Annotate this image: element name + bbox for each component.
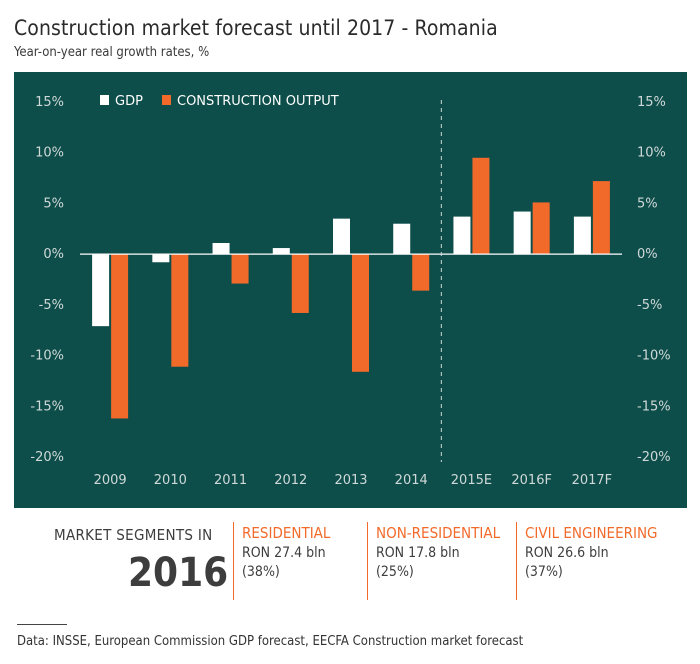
bar-construction-output (231, 254, 249, 284)
x-tick-label: 2016F (511, 473, 552, 488)
x-tick-label: 2009 (94, 473, 127, 488)
y-tick-label-right: 0% (637, 247, 658, 262)
y-tick-label-right: 15% (637, 95, 666, 110)
bar-construction-output (352, 254, 369, 372)
x-tick-label: 2015E (451, 473, 492, 488)
segment-value: RON 17.8 bln (376, 545, 460, 561)
y-tick-label-left: 5% (43, 196, 64, 211)
y-tick-label-right: -5% (637, 298, 662, 313)
bar-gdp (272, 248, 290, 255)
bar-gdp (453, 216, 471, 255)
bar-gdp (152, 254, 170, 263)
bar-gdp (212, 242, 230, 255)
chart-subtitle: Year-on-year real growth rates, % (14, 45, 210, 60)
y-tick-label-left: 15% (35, 95, 64, 110)
bar-gdp (393, 223, 411, 255)
y-tick-label-left: 0% (43, 247, 64, 262)
legend-label-gdp: GDP (115, 94, 143, 109)
segment-share: (25%) (376, 564, 414, 580)
y-tick-label-left: 10% (35, 146, 64, 161)
x-tick-label: 2014 (395, 473, 428, 488)
source-note: Data: INSSE, European Commission GDP for… (17, 634, 524, 649)
segment-name: NON-RESIDENTIAL (376, 524, 501, 542)
y-tick-label-left: -10% (30, 349, 64, 364)
legend-label-construction-output: CONSTRUCTION OUTPUT (177, 94, 339, 109)
y-tick-label-right: 10% (637, 146, 666, 161)
chart-title: Construction market forecast until 2017 … (14, 16, 498, 40)
segments-year: 2016 (128, 550, 229, 596)
segment-share: (38%) (242, 564, 280, 580)
y-tick-label-left: -15% (30, 399, 64, 414)
y-tick-label-left: -20% (30, 450, 64, 465)
bar-construction-output (532, 202, 550, 255)
bar-construction-output (472, 157, 490, 255)
segment-civil-engineering: CIVIL ENGINEERING RON 26.6 bln (37%) (516, 522, 658, 600)
x-tick-label: 2012 (274, 473, 307, 488)
segment-name: RESIDENTIAL (242, 524, 331, 542)
bar-construction-output (592, 181, 610, 255)
bar-construction-output (111, 254, 129, 419)
bar-gdp (573, 216, 591, 255)
bar-gdp (92, 254, 110, 327)
segment-value: RON 26.6 bln (525, 545, 609, 561)
bar-construction-output (291, 254, 309, 313)
x-tick-label: 2017F (572, 473, 613, 488)
segment-value: RON 27.4 bln (242, 545, 326, 561)
y-tick-label-right: -20% (637, 450, 671, 465)
segment-non-residential: NON-RESIDENTIAL RON 17.8 bln (25%) (367, 522, 500, 600)
segment-residential: RESIDENTIAL RON 27.4 bln (38%) (233, 522, 330, 600)
chart-panel: -20% -20% -15% -15% -10% -10% -5% -5% 0% 0% 5% 5% 10… (14, 72, 687, 508)
y-tick-label-right: 5% (637, 196, 658, 211)
segments-heading: MARKET SEGMENTS IN (54, 526, 213, 544)
footer-divider (17, 624, 67, 625)
segment-name: CIVIL ENGINEERING (525, 524, 658, 542)
y-tick-label-left: -5% (39, 298, 64, 313)
legend-swatch-construction-output (162, 95, 171, 105)
bar-gdp (333, 218, 350, 255)
x-tick-label: 2013 (334, 473, 367, 488)
y-tick-label-right: -15% (637, 399, 671, 414)
bar-chart: -20% -20% -15% -15% -10% -10% -5% -5% 0% 0% 5% 5% 10… (30, 94, 671, 488)
y-tick-label-right: -10% (637, 349, 671, 364)
x-tick-label: 2011 (214, 473, 247, 488)
legend-swatch-gdp (100, 95, 109, 105)
segment-share: (37%) (525, 564, 563, 580)
bar-construction-output (412, 254, 430, 291)
bar-gdp (513, 211, 531, 255)
market-segments: MARKET SEGMENTS IN 2016 RESIDENTIAL RON … (0, 518, 700, 604)
x-tick-label: 2010 (154, 473, 187, 488)
bar-construction-output (171, 254, 189, 367)
